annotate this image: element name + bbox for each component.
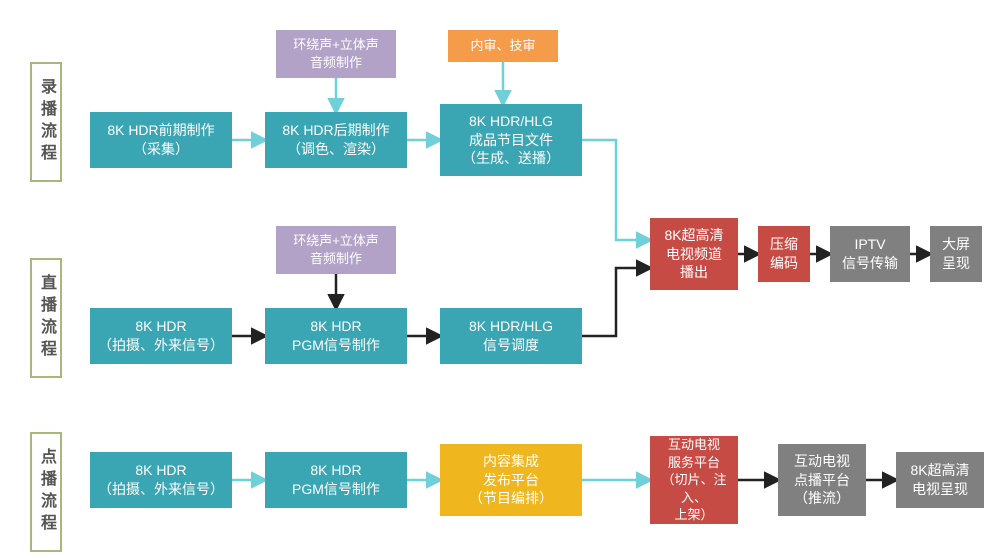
node-live2: 8K HDR PGM信号制作 xyxy=(265,308,407,364)
node-vod4: 互动电视 服务平台 （切片、注入、 上架） xyxy=(650,436,738,524)
flowchart-canvas: 录播流程直播流程点播流程 环绕声+立体声 音频制作 内审、技审 8K HDR前期制作 … xyxy=(0,0,1000,558)
node-rec3: 8K HDR/HLG 成品节目文件 （生成、送播） xyxy=(440,104,582,176)
section-label-sec-live: 直播流程 xyxy=(30,258,62,378)
node-rec1: 8K HDR前期制作 （采集） xyxy=(90,112,232,168)
node-iptv: IPTV 信号传输 xyxy=(830,226,910,282)
edge-rec3-to-channel xyxy=(582,140,650,240)
node-review: 内审、技审 xyxy=(448,30,558,62)
node-vod1: 8K HDR （拍摄、外来信号） xyxy=(90,452,232,508)
node-encode: 压缩 编码 xyxy=(758,226,810,282)
node-vod3: 内容集成 发布平台 （节目编排） xyxy=(440,444,582,516)
node-vod5: 互动电视 点播平台 （推流） xyxy=(778,444,866,516)
node-bigscreen: 大屏 呈现 xyxy=(930,226,982,282)
node-live1: 8K HDR （拍摄、外来信号） xyxy=(90,308,232,364)
section-label-sec-record: 录播流程 xyxy=(30,62,62,182)
node-rec2: 8K HDR后期制作 （调色、渲染） xyxy=(265,112,407,168)
node-audio2: 环绕声+立体声 音频制作 xyxy=(276,226,396,274)
node-vod2: 8K HDR PGM信号制作 xyxy=(265,452,407,508)
node-vod6: 8K超高清 电视呈现 xyxy=(896,452,984,508)
node-channel: 8K超高清 电视频道 播出 xyxy=(650,218,738,290)
node-audio1: 环绕声+立体声 音频制作 xyxy=(276,30,396,78)
edge-live3-to-channel xyxy=(582,268,650,336)
section-label-sec-vod: 点播流程 xyxy=(30,432,62,552)
node-live3: 8K HDR/HLG 信号调度 xyxy=(440,308,582,364)
